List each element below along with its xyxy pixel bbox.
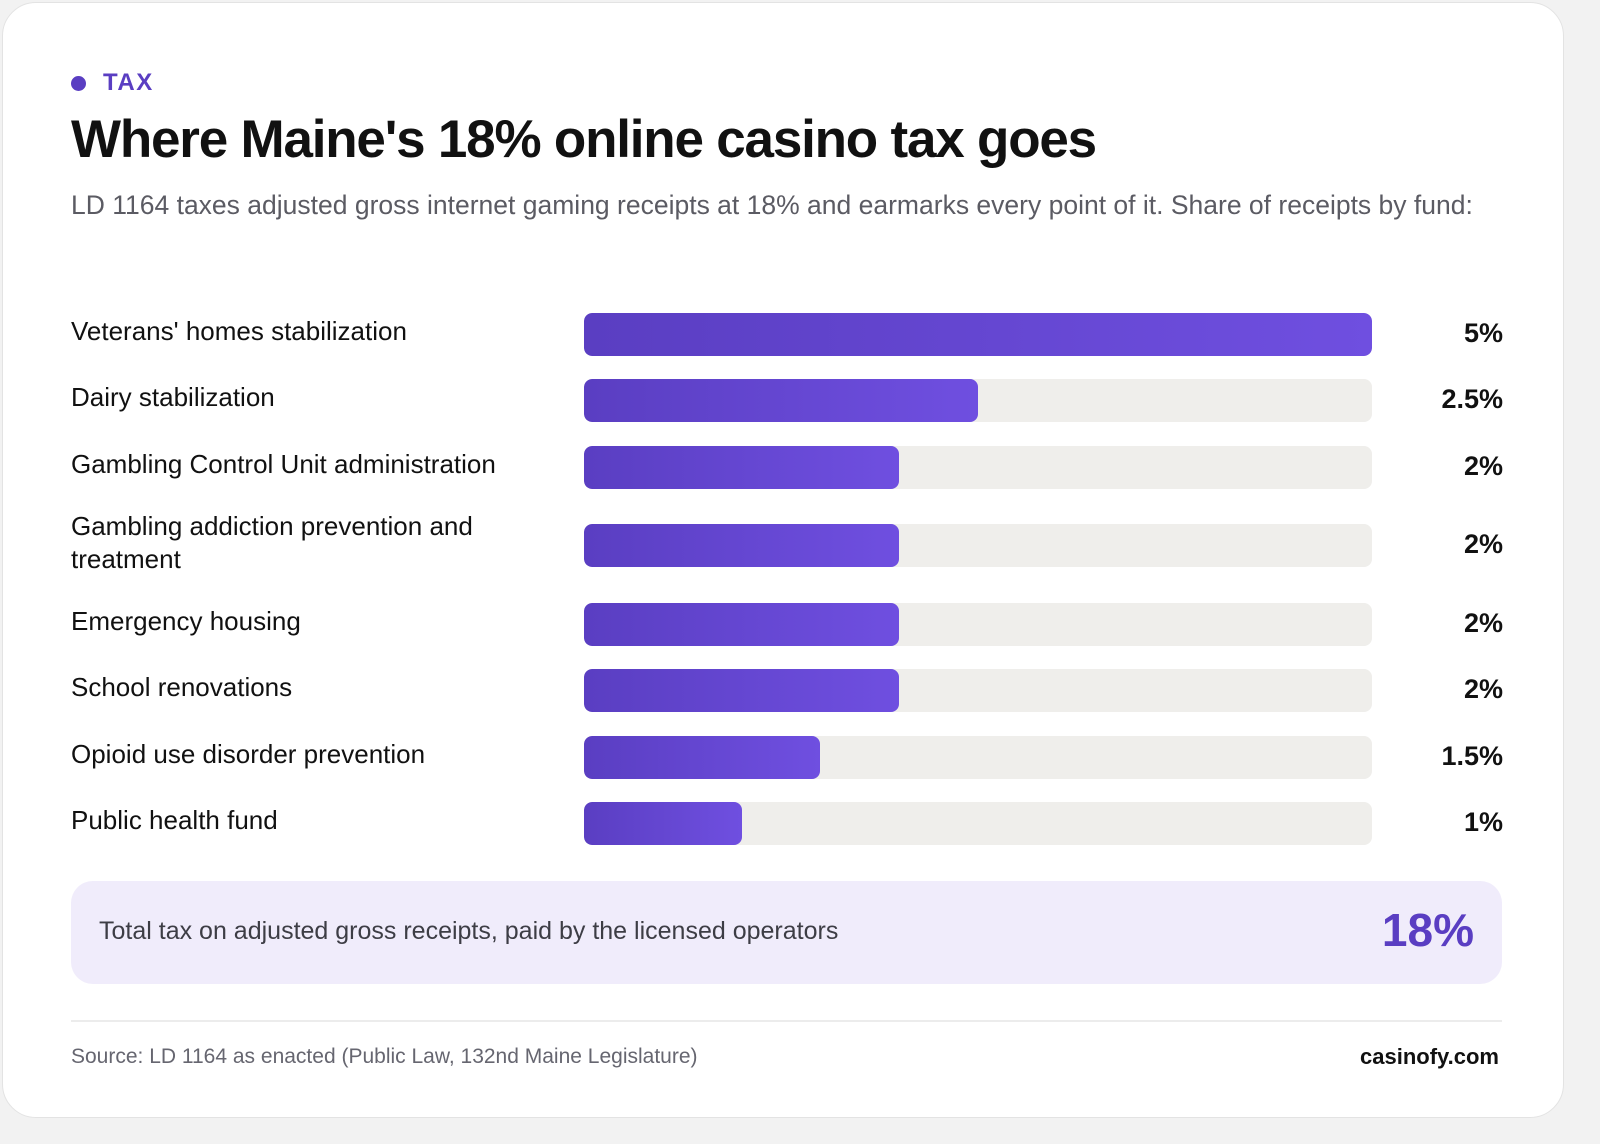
bar	[584, 669, 899, 712]
bar	[584, 379, 978, 422]
bar-label: Gambling addiction prevention and treatm…	[71, 511, 473, 574]
bar-track	[584, 802, 1372, 845]
bar-value-label: 1.5%	[1441, 741, 1503, 771]
bar	[584, 736, 820, 779]
bar-track	[584, 313, 1372, 356]
bar-label: School renovations	[71, 672, 293, 702]
bar-label: Dairy stabilization	[71, 382, 275, 412]
bar-track	[584, 379, 1372, 422]
bar-track	[584, 736, 1372, 779]
bar-label: Public health fund	[71, 805, 278, 835]
bar-track	[584, 603, 1372, 646]
bar-track	[584, 524, 1372, 567]
bar-track	[584, 669, 1372, 712]
total-label: Total tax on adjusted gross receipts, pa…	[99, 917, 839, 945]
source-note: Source: LD 1164 as enacted (Public Law, …	[71, 1045, 698, 1068]
total-summary: Total tax on adjusted gross receipts, pa…	[71, 881, 1502, 984]
bar-label: Gambling Control Unit administration	[71, 449, 496, 479]
bar-value-label: 2%	[1463, 608, 1503, 638]
bar	[584, 603, 899, 646]
brand-name: casinofy.com	[1360, 1044, 1499, 1069]
bar-value-label: 2%	[1463, 674, 1503, 704]
bar-value-label: 2.5%	[1441, 384, 1503, 414]
bar-value-label: 1%	[1463, 807, 1503, 837]
bar	[584, 802, 742, 845]
total-value: 18%	[1381, 904, 1474, 956]
page-subtitle: LD 1164 taxes adjusted gross internet ga…	[71, 190, 1473, 220]
bar	[584, 313, 1372, 356]
tag-label: TAX	[103, 69, 154, 96]
bar-value-label: 5%	[1463, 318, 1503, 348]
category-tag: TAX	[71, 69, 154, 97]
bar-chart: Veterans' homes stabilization 5% Dairy sta…	[3, 3, 1565, 1119]
bar-label: Opioid use disorder prevention	[71, 739, 426, 769]
tag-dot-icon	[71, 75, 86, 91]
bar	[584, 524, 899, 567]
page-title: Where Maine's 18% online casino tax goes	[71, 110, 1097, 169]
bar	[584, 446, 899, 489]
bar-value-label: 2%	[1463, 451, 1503, 481]
bar-value-label: 2%	[1463, 529, 1503, 559]
footer-divider	[71, 1020, 1502, 1022]
bar-track	[584, 446, 1372, 489]
bar-label: Veterans' homes stabilization	[71, 316, 407, 346]
bar-label: Emergency housing	[71, 606, 301, 636]
infographic-card: TAX Where Maine's 18% online casino tax …	[2, 2, 1564, 1118]
